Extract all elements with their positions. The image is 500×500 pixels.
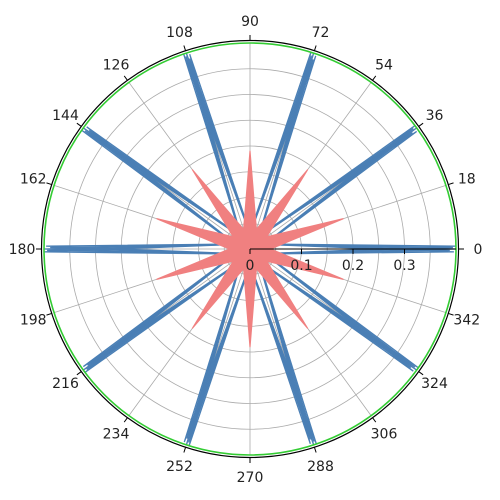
radial-tick-label: 0.2 — [342, 258, 364, 274]
angle-tick-label: 72 — [312, 25, 330, 41]
angle-tick-label: 0 — [474, 242, 483, 258]
angle-tick-label: 234 — [103, 427, 130, 443]
angle-tick-label: 54 — [375, 58, 393, 74]
angle-tick — [372, 417, 377, 423]
angle-tick-label: 342 — [453, 313, 480, 329]
angle-tick — [448, 312, 454, 316]
angle-tick — [313, 447, 317, 453]
angle-tick — [418, 122, 424, 127]
angle-tick-label: 216 — [52, 376, 79, 392]
angle-tick — [448, 182, 454, 186]
angle-tick-label: 270 — [237, 470, 264, 486]
angle-tick-label: 18 — [458, 172, 476, 188]
angle-tick — [183, 447, 187, 453]
angle-tick — [183, 45, 187, 51]
angle-tick — [76, 122, 82, 127]
tick-labels: 0 0.1 0.2 0.3 0 18 36 54 72 90 108 126 144 162 180 198 2… — [9, 14, 483, 486]
radial-tick-label: 0 — [246, 258, 255, 274]
radial-tick-label: 0.1 — [290, 258, 312, 274]
angle-tick-label: 180 — [9, 242, 36, 258]
angle-tick — [123, 75, 128, 81]
angle-tick — [46, 182, 52, 186]
angle-tick-label: 108 — [166, 25, 193, 41]
series-outline-star — [46, 53, 454, 445]
angle-tick-label: 306 — [371, 427, 398, 443]
radial-axis — [36, 35, 464, 463]
angle-tick-label: 324 — [421, 376, 448, 392]
angle-tick-label: 162 — [20, 172, 47, 188]
angle-tick — [76, 371, 82, 376]
angle-tick-label: 126 — [103, 58, 130, 74]
angle-tick-label: 288 — [307, 459, 334, 475]
angle-tick-label: 252 — [166, 459, 193, 475]
angle-tick — [372, 75, 377, 81]
angle-tick — [418, 371, 424, 376]
angle-tick — [46, 312, 52, 316]
angle-tick-label: 90 — [241, 14, 259, 30]
angle-tick — [123, 417, 128, 423]
angle-tick-label: 36 — [426, 108, 444, 124]
angle-tick-label: 198 — [20, 313, 47, 329]
angle-tick — [313, 45, 317, 51]
radial-tick-label: 0.3 — [393, 258, 415, 274]
angle-tick-label: 144 — [52, 108, 79, 124]
